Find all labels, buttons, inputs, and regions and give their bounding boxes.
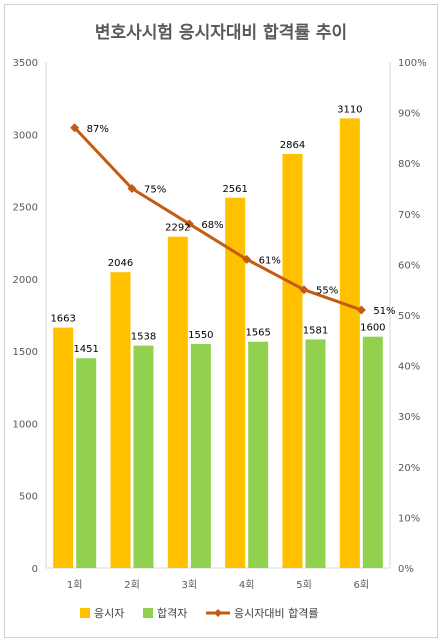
x-tick-label: 2회 xyxy=(124,579,140,591)
y-right-tick-label: 0% xyxy=(398,564,414,575)
y-left-tick-label: 0 xyxy=(32,564,38,575)
bar-passers xyxy=(305,339,326,568)
rate-line-path xyxy=(73,126,362,312)
rate-data-label: 68% xyxy=(201,220,223,231)
y-left-tick-label: 3000 xyxy=(13,130,38,141)
y-left-tick-label: 2500 xyxy=(13,203,38,214)
bar-data-label: 1550 xyxy=(188,330,213,341)
rate-line xyxy=(70,123,366,315)
bar-applicants xyxy=(167,236,188,569)
y-right-tick-label: 80% xyxy=(398,159,420,170)
bar-data-label: 1600 xyxy=(360,323,385,334)
bar-applicants xyxy=(282,153,303,568)
x-tick-label: 3회 xyxy=(182,579,198,591)
bar-data-label: 1451 xyxy=(73,344,98,355)
y-left-tick-label: 2000 xyxy=(13,275,38,286)
rate-marker xyxy=(70,123,80,133)
bar-data-label: 2046 xyxy=(108,258,133,269)
x-tick-label: 4회 xyxy=(239,579,255,591)
bar-passers xyxy=(190,343,211,568)
y-right-tick-label: 50% xyxy=(398,311,420,322)
axes: 0 500 1000 1500 2000 2500 3000 3500 0% 10% 20% 30% 4… xyxy=(13,58,427,591)
y-left-tick-label: 1000 xyxy=(13,419,38,430)
bar-data-label: 2561 xyxy=(222,184,247,195)
rate-marker xyxy=(356,305,366,315)
bar-data-label: 1538 xyxy=(131,332,156,343)
bar-data-label: 1663 xyxy=(50,314,75,325)
rate-data-label: 61% xyxy=(259,255,281,266)
bar-data-label: 3110 xyxy=(337,104,362,115)
y-right-tick-label: 20% xyxy=(398,463,420,474)
bar-applicants xyxy=(225,197,246,569)
rate-data-label: 55% xyxy=(316,286,338,297)
y-right-tick-label: 100% xyxy=(398,58,427,69)
y-right-tick-label: 70% xyxy=(398,210,420,221)
chart-title: 변호사시험 응시자대비 합격률 추이 xyxy=(95,22,347,43)
legend-swatch xyxy=(143,608,153,618)
rate-marker xyxy=(127,184,137,193)
y-right-tick-label: 40% xyxy=(398,362,420,373)
bar-passers xyxy=(133,345,154,568)
legend-swatch xyxy=(80,608,90,618)
y-right-tick-label: 60% xyxy=(398,260,420,271)
x-tick-label: 6회 xyxy=(354,579,370,591)
bar-applicants xyxy=(53,327,74,568)
legend-marker xyxy=(214,609,222,617)
legend-label: 응시자대비 합격률 xyxy=(234,607,318,620)
y-left-tick-label: 500 xyxy=(19,492,38,503)
rate-data-label: 87% xyxy=(87,124,109,135)
bar-passers xyxy=(76,358,97,568)
bars xyxy=(53,118,383,569)
y-left-tick-label: 3500 xyxy=(13,58,38,69)
data-labels: 1663 2046 2292 2561 2864 3110 1451 1538 1550 1565… xyxy=(50,104,395,355)
y-left-tick-label: 1500 xyxy=(13,347,38,358)
bar-data-label: 2292 xyxy=(165,223,190,234)
bar-passers xyxy=(248,341,269,568)
bar-data-label: 2864 xyxy=(280,140,305,151)
y-right-tick-label: 10% xyxy=(398,513,420,524)
rate-marker xyxy=(299,285,309,295)
rate-marker xyxy=(184,219,194,229)
rate-marker xyxy=(242,254,252,264)
y-right-tick-label: 90% xyxy=(398,109,420,120)
bar-data-label: 1565 xyxy=(245,328,270,339)
bar-applicants xyxy=(339,118,360,568)
legend: 응시자 합격자 응시자대비 합격률 xyxy=(80,607,318,620)
rate-data-label: 75% xyxy=(144,185,166,196)
legend-label: 합격자 xyxy=(157,607,187,620)
x-tick-label: 1회 xyxy=(67,579,83,591)
bar-applicants xyxy=(110,272,131,568)
bar-passers xyxy=(362,336,383,568)
y-right-tick-label: 30% xyxy=(398,412,420,423)
rate-data-label: 51% xyxy=(373,306,395,317)
bar-data-label: 1581 xyxy=(303,325,328,336)
legend-label: 응시자 xyxy=(94,607,124,620)
x-tick-label: 5회 xyxy=(296,579,312,591)
